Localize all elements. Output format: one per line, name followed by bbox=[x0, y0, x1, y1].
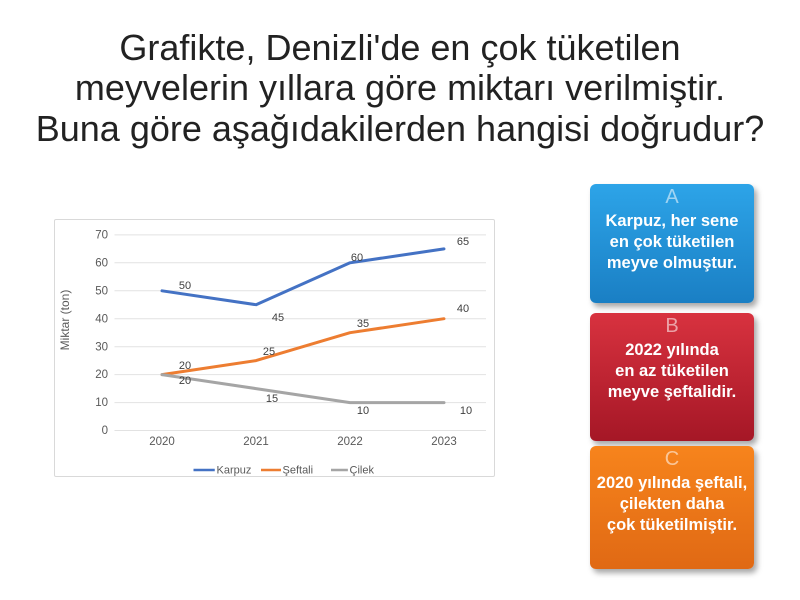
svg-text:45: 45 bbox=[272, 312, 284, 324]
svg-text:25: 25 bbox=[263, 346, 275, 358]
svg-text:2020: 2020 bbox=[149, 436, 175, 448]
svg-text:50: 50 bbox=[95, 285, 108, 297]
svg-text:40: 40 bbox=[457, 303, 469, 315]
svg-text:2023: 2023 bbox=[431, 436, 457, 448]
svg-text:2022: 2022 bbox=[337, 436, 363, 448]
svg-text:20: 20 bbox=[95, 369, 108, 381]
svg-text:20: 20 bbox=[179, 375, 191, 387]
svg-text:65: 65 bbox=[457, 236, 469, 248]
svg-text:0: 0 bbox=[102, 425, 108, 437]
svg-text:Miktar (ton): Miktar (ton) bbox=[58, 290, 72, 351]
svg-text:Çilek: Çilek bbox=[350, 465, 375, 477]
svg-text:10: 10 bbox=[357, 405, 369, 417]
svg-text:15: 15 bbox=[266, 393, 278, 405]
svg-text:10: 10 bbox=[460, 405, 472, 417]
svg-text:60: 60 bbox=[351, 252, 363, 264]
svg-text:Şeftali: Şeftali bbox=[283, 465, 314, 477]
svg-text:60: 60 bbox=[95, 257, 108, 269]
svg-text:70: 70 bbox=[95, 230, 108, 242]
svg-text:35: 35 bbox=[357, 318, 369, 330]
svg-text:2021: 2021 bbox=[243, 436, 269, 448]
svg-text:50: 50 bbox=[179, 280, 191, 292]
svg-text:30: 30 bbox=[95, 341, 108, 353]
svg-text:40: 40 bbox=[95, 313, 108, 325]
svg-text:Karpuz: Karpuz bbox=[217, 465, 252, 477]
svg-text:10: 10 bbox=[95, 397, 108, 409]
svg-text:20: 20 bbox=[179, 360, 191, 372]
